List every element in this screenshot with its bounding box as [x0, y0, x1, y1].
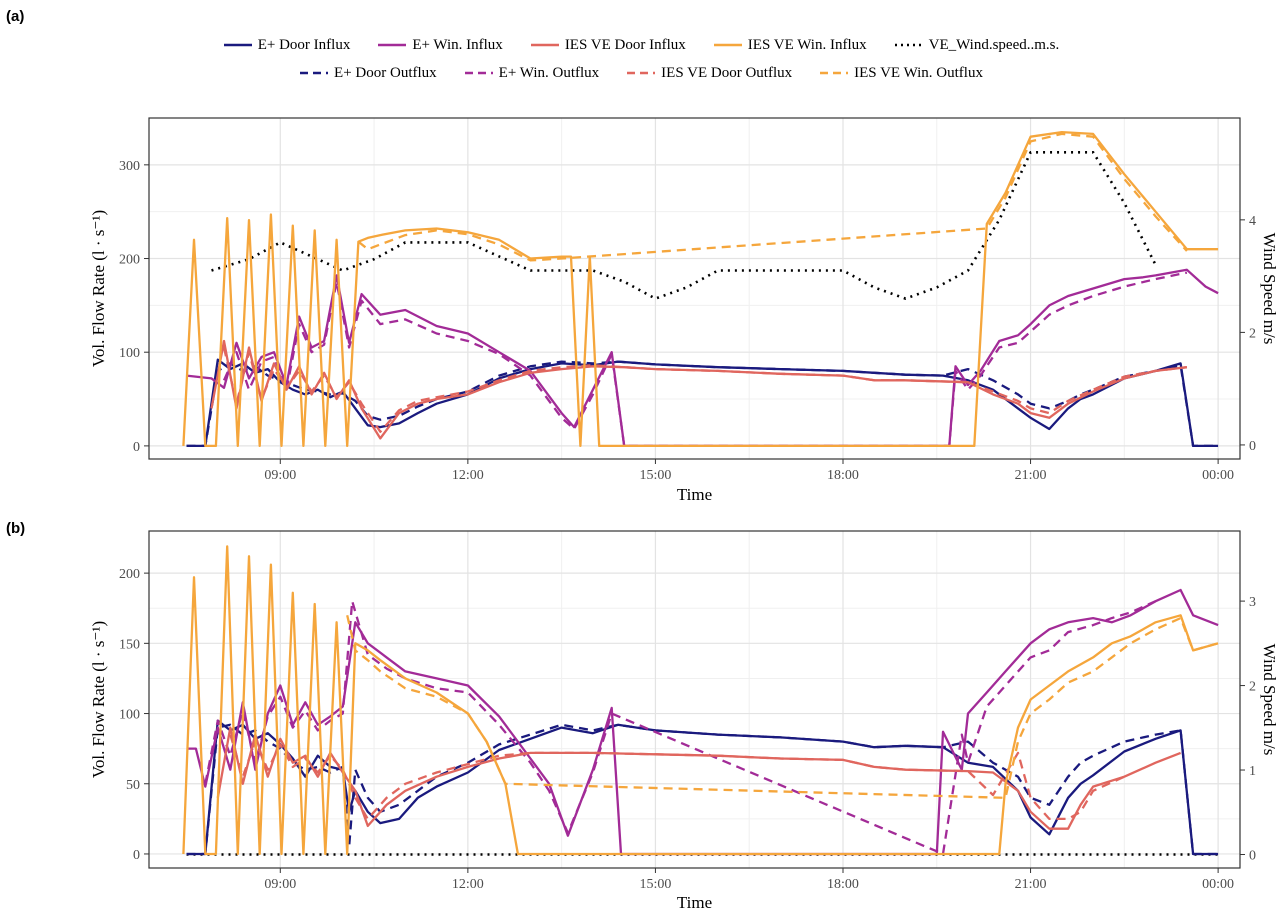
- legend-item-ies-win-influx: IES VE Win. Influx: [713, 36, 867, 54]
- legend-item-wind-speed: VE_Wind.speed..m.s.: [894, 36, 1060, 54]
- legend-key-icon: [820, 71, 849, 75]
- y2-tick-label: 4: [1249, 214, 1256, 229]
- legend-row-2: E+ Door Outflux E+ Win. Outflux IES VE D…: [0, 60, 1283, 86]
- series-line-ies-ve-door-influx: [216, 726, 1182, 830]
- legend-key-icon: [300, 71, 329, 75]
- legend-key-icon: [713, 43, 742, 47]
- plot-frame: [148, 530, 1241, 869]
- x-tick-label: 15:00: [639, 877, 671, 892]
- x-tick-label: 00:00: [1202, 877, 1234, 892]
- y2-tick-label: 0: [1249, 439, 1256, 454]
- y-tick-label: 0: [133, 848, 140, 863]
- x-tick-label: 12:00: [452, 877, 484, 892]
- x-axis-title: Time: [677, 893, 712, 912]
- x-tick-label: 18:00: [827, 468, 859, 483]
- y2-tick-label: 2: [1249, 326, 1256, 341]
- legend-label: E+ Door Outflux: [334, 64, 437, 81]
- x-tick-label: 21:00: [1015, 468, 1047, 483]
- x-axis-title: Time: [677, 485, 712, 504]
- legend-key-icon: [530, 43, 559, 47]
- plot-frame: [148, 117, 1241, 460]
- series-line-ies-ve-door-influx: [210, 339, 1188, 440]
- y2-tick-label: 3: [1249, 595, 1256, 610]
- x-tick-label: 09:00: [264, 877, 296, 892]
- legend-key-icon: [627, 71, 656, 75]
- legend-item-ies-win-outflux: IES VE Win. Outflux: [820, 65, 983, 82]
- series-line-ies-ve-win-influx: [182, 545, 1219, 856]
- y-tick-label: 50: [126, 778, 140, 793]
- legend-key-icon: [378, 43, 407, 47]
- chart-legend: E+ Door Influx E+ Win. Influx IES VE Doo…: [0, 30, 1283, 90]
- legend-row-1: E+ Door Influx E+ Win. Influx IES VE Doo…: [0, 32, 1283, 58]
- legend-label: E+ Door Influx: [257, 36, 351, 53]
- y-tick-label: 300: [119, 159, 140, 174]
- x-tick-label: 15:00: [639, 468, 671, 483]
- y2-tick-label: 1: [1249, 764, 1256, 779]
- y-axis-title: Vol. Flow Rate (l · s⁻¹): [89, 210, 108, 367]
- legend-item-ep-win-outflux: E+ Win. Outflux: [464, 64, 600, 82]
- y2-tick-label: 2: [1249, 680, 1256, 695]
- legend-label: IES VE Door Outflux: [661, 64, 793, 81]
- y2-axis-title: Wind Speed m/s: [1260, 644, 1279, 756]
- x-tick-label: 00:00: [1202, 468, 1234, 483]
- y-tick-label: 150: [119, 637, 140, 652]
- y-tick-label: 200: [119, 253, 140, 268]
- y2-axis-title: Wind Speed m/s: [1260, 233, 1279, 345]
- series-line-ies-ve-door-outflux: [222, 347, 1188, 433]
- legend-key-icon: [223, 43, 252, 47]
- legend-item-ep-win-influx: E+ Win. Influx: [378, 36, 503, 54]
- y-tick-label: 0: [133, 440, 140, 455]
- legend-label: IES VE Win. Outflux: [854, 64, 983, 81]
- legend-label: E+ Win. Influx: [412, 36, 503, 53]
- y2-tick-label: 0: [1249, 848, 1256, 863]
- legend-key-icon: [464, 71, 493, 75]
- legend-item-ies-door-outflux: IES VE Door Outflux: [627, 65, 792, 82]
- series-line-ies-ve-win-outflux: [357, 132, 1188, 262]
- x-tick-label: 12:00: [452, 468, 484, 483]
- x-tick-label: 09:00: [264, 468, 296, 483]
- x-tick-label: 21:00: [1015, 877, 1047, 892]
- series-line-e-win-outflux: [204, 600, 1157, 856]
- series-line-e-win-influx: [186, 588, 1219, 856]
- y-axis-title: Vol. Flow Rate (l · s⁻¹): [89, 621, 108, 778]
- y-tick-label: 200: [119, 567, 140, 582]
- panel-b-tag: (b): [6, 520, 26, 537]
- legend-item-ep-door-outflux: E+ Door Outflux: [300, 65, 437, 82]
- series-line-ies-ve-win-outflux: [346, 615, 1219, 799]
- legend-item-ep-door-influx: E+ Door Influx: [223, 36, 351, 54]
- y-tick-label: 100: [119, 708, 140, 723]
- series-line-e-win-outflux: [222, 271, 1188, 448]
- y-tick-label: 100: [119, 346, 140, 361]
- series-line-ies-ve-win-influx: [182, 130, 1219, 448]
- legend-label: E+ Win. Outflux: [498, 64, 600, 81]
- legend-key-icon: [894, 43, 923, 47]
- x-tick-label: 18:00: [827, 877, 859, 892]
- panel-a-tag: (a): [6, 8, 25, 25]
- legend-label: VE_Wind.speed..m.s.: [928, 36, 1060, 53]
- legend-label: IES VE Win. Influx: [747, 36, 867, 53]
- legend-label: IES VE Door Influx: [564, 36, 686, 53]
- legend-item-ies-door-influx: IES VE Door Influx: [530, 36, 686, 54]
